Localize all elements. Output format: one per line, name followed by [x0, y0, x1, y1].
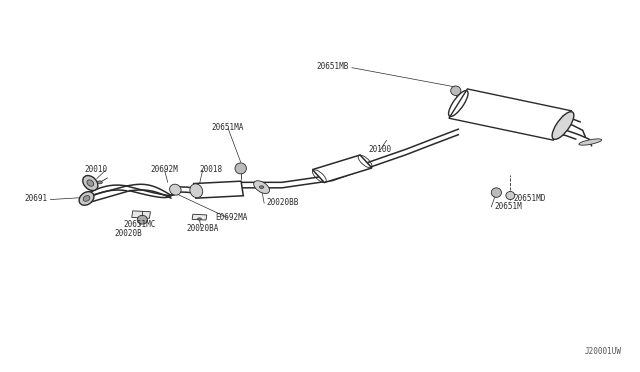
Ellipse shape: [97, 181, 102, 184]
Ellipse shape: [259, 186, 264, 188]
Ellipse shape: [506, 192, 515, 199]
Ellipse shape: [170, 184, 181, 195]
Ellipse shape: [87, 180, 93, 186]
Ellipse shape: [235, 163, 246, 174]
Text: J20001UW: J20001UW: [584, 347, 621, 356]
Text: 20651MB: 20651MB: [316, 62, 349, 71]
Ellipse shape: [83, 176, 98, 190]
Bar: [192, 214, 207, 220]
Ellipse shape: [83, 196, 90, 201]
Bar: [194, 181, 243, 198]
Ellipse shape: [137, 215, 147, 224]
Text: 20020BB: 20020BB: [266, 198, 298, 207]
Ellipse shape: [253, 181, 269, 193]
Text: 20651MA: 20651MA: [212, 123, 244, 132]
Text: 20100: 20100: [369, 145, 392, 154]
Text: 20651MD: 20651MD: [513, 194, 546, 203]
Text: 20651M: 20651M: [495, 202, 522, 211]
Text: 20691: 20691: [24, 194, 47, 203]
Ellipse shape: [198, 218, 202, 220]
Bar: [312, 155, 372, 183]
Ellipse shape: [451, 86, 461, 96]
Text: 20651MC: 20651MC: [123, 220, 156, 229]
Text: 20020BA: 20020BA: [186, 224, 219, 232]
Text: 20018: 20018: [200, 165, 223, 174]
Bar: [449, 89, 572, 140]
Ellipse shape: [190, 184, 203, 198]
Text: E0692MA: E0692MA: [215, 213, 248, 222]
Text: 20010: 20010: [84, 165, 108, 174]
Bar: [132, 211, 150, 218]
Text: 20692M: 20692M: [150, 165, 179, 174]
Text: 20020B: 20020B: [115, 229, 142, 238]
Ellipse shape: [579, 139, 602, 145]
Ellipse shape: [79, 192, 94, 205]
Ellipse shape: [492, 188, 502, 198]
Ellipse shape: [552, 112, 574, 140]
